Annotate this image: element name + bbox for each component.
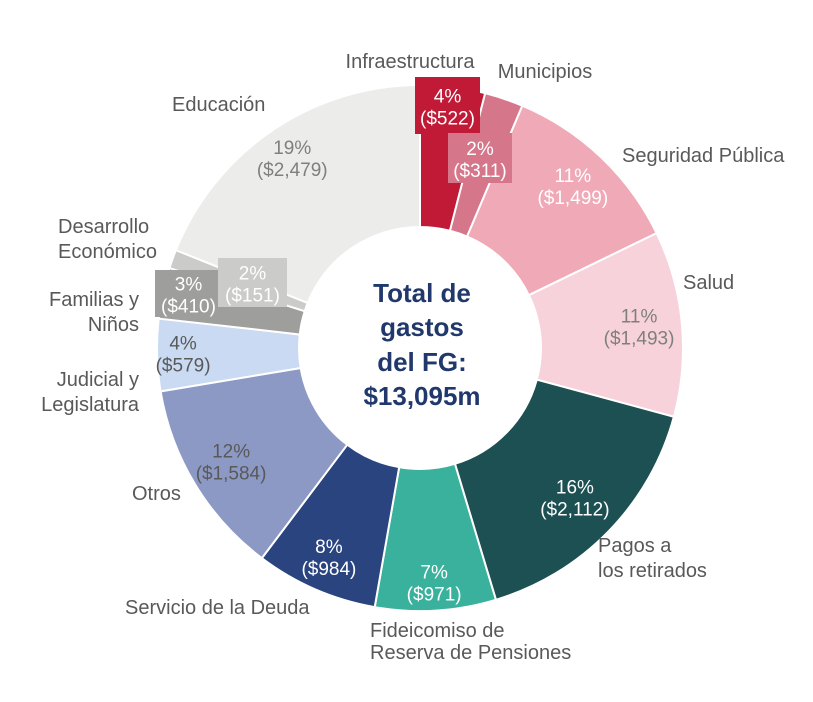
segment-value-label-municipios: ($311) xyxy=(453,161,507,182)
category-label-familias-y-ninos-line-2: Niños xyxy=(88,314,139,336)
segment-pct-label-salud: 11% xyxy=(621,306,658,327)
category-label-judicial-y-legislatura-line-1: Judicial y xyxy=(57,369,139,391)
category-label-fideicomiso-de-reserva-de-pensiones-line-2: Reserva de Pensiones xyxy=(370,642,571,664)
segment-pct-label-otros: 12% xyxy=(212,442,250,463)
callout-boxes xyxy=(155,77,512,317)
segment-pct-label-infraestructura: 4% xyxy=(434,87,462,108)
category-label-salud: Salud xyxy=(683,272,734,294)
category-label-infraestructura: Infraestructura xyxy=(346,51,476,73)
segment-pagos-a-los-retirados xyxy=(453,378,675,601)
segment-value-label-judicial-y-legislatura: ($579) xyxy=(156,355,211,376)
callout-box-municipios xyxy=(448,133,512,183)
segment-value-label-familias-y-ninos: ($410) xyxy=(161,297,216,318)
category-label-judicial-y-legislatura-line-2: Legislatura xyxy=(41,394,140,416)
segment-pct-label-seguridad-publica: 11% xyxy=(555,166,592,187)
center-total-label-line-3: del FG: xyxy=(377,347,467,377)
segment-value-label-otros: ($1,584) xyxy=(196,464,267,485)
segment-value-label-seguridad-publica: ($1,499) xyxy=(537,188,608,209)
segment-pct-label-familias-y-ninos: 3% xyxy=(175,275,203,296)
segment-value-label-salud: ($1,493) xyxy=(604,328,675,349)
segment-value-label-desarrollo-economico: ($151) xyxy=(225,286,280,307)
category-label-municipios: Municipios xyxy=(498,61,592,83)
callout-box-desarrollo-economico xyxy=(218,258,287,307)
segment-pct-label-desarrollo-economico: 2% xyxy=(239,264,267,285)
category-label-servicio-de-la-deuda: Servicio de la Deuda xyxy=(125,597,310,619)
callout-box-familias-y-ninos xyxy=(155,270,222,317)
segment-value-label-infraestructura: ($522) xyxy=(420,109,475,130)
category-label-otros: Otros xyxy=(132,483,181,505)
category-label-fideicomiso-de-reserva-de-pensiones-line-1: Fideicomiso de xyxy=(370,620,505,642)
segment-value-label-fideicomiso-de-reserva-de-pensiones: ($971) xyxy=(407,585,462,606)
segment-value-labels: 4%($522)2%($311) 11%($1,499)11%($1,493)16… xyxy=(156,87,675,606)
category-label-familias-y-ninos-line-1: Familias y xyxy=(49,289,139,311)
center-total-label-line-1: Total de xyxy=(373,278,471,308)
center-total-label-line-4: $13,095m xyxy=(363,381,480,411)
segment-pct-label-municipios: 2% xyxy=(466,139,494,160)
center-total-label-line-2: gastos xyxy=(380,312,464,342)
segment-pct-label-servicio-de-la-deuda: 8% xyxy=(315,537,343,558)
category-label-pagos-a-los-retirados-line-1: Pagos a xyxy=(598,535,672,557)
category-label-pagos-a-los-retirados-line-2: los retirados xyxy=(598,560,707,582)
segment-value-label-educacion: ($2,479) xyxy=(257,160,328,181)
segment-value-label-servicio-de-la-deuda: ($984) xyxy=(301,559,356,580)
segment-educacion xyxy=(174,84,421,304)
category-label-seguridad-publica: Seguridad Pública xyxy=(622,145,785,167)
segment-pct-label-pagos-a-los-retirados: 16% xyxy=(556,478,594,499)
segment-pct-label-educacion: 19% xyxy=(273,138,311,159)
category-label-desarrollo-economico-line-2: Económico xyxy=(58,241,157,263)
segment-pct-label-judicial-y-legislatura: 4% xyxy=(169,333,197,354)
category-labels: Infraestructura Municipios Seguridad Públi… xyxy=(41,51,785,664)
segment-value-label-pagos-a-los-retirados: ($2,112) xyxy=(540,500,609,521)
category-label-desarrollo-economico-line-1: Desarrollo xyxy=(58,216,149,238)
callout-box-infraestructura xyxy=(415,77,480,134)
category-label-educacion: Educación xyxy=(172,94,265,116)
center-total-label: Total de gastos del FG: $13,095m xyxy=(363,278,480,411)
segment-pct-label-fideicomiso-de-reserva-de-pensiones: 7% xyxy=(420,563,448,584)
